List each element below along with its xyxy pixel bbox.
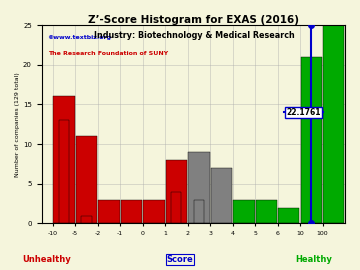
Bar <box>81 215 91 224</box>
Bar <box>256 200 277 224</box>
Bar <box>211 168 232 224</box>
Title: Z’-Score Histogram for EXAS (2016): Z’-Score Histogram for EXAS (2016) <box>88 15 299 25</box>
Text: Industry: Biotechnology & Medical Research: Industry: Biotechnology & Medical Resear… <box>94 31 295 40</box>
Bar <box>98 200 120 224</box>
Text: ©www.textbiz.org: ©www.textbiz.org <box>48 35 112 40</box>
Bar <box>76 136 97 224</box>
Bar <box>188 152 210 224</box>
Text: Score: Score <box>167 255 193 264</box>
Text: 22.1761: 22.1761 <box>286 108 321 117</box>
Bar <box>143 200 165 224</box>
Bar <box>278 208 300 224</box>
Bar <box>171 192 181 224</box>
Text: Healthy: Healthy <box>295 255 332 264</box>
Y-axis label: Number of companies (129 total): Number of companies (129 total) <box>15 72 20 177</box>
Text: Unhealthy: Unhealthy <box>22 255 71 264</box>
Bar <box>121 200 142 224</box>
Bar <box>301 57 322 224</box>
Text: The Research Foundation of SUNY: The Research Foundation of SUNY <box>48 51 168 56</box>
Bar <box>233 200 255 224</box>
Bar <box>323 25 345 224</box>
Bar <box>194 200 204 224</box>
Bar <box>59 120 69 224</box>
Bar <box>53 96 75 224</box>
Bar <box>166 160 187 224</box>
